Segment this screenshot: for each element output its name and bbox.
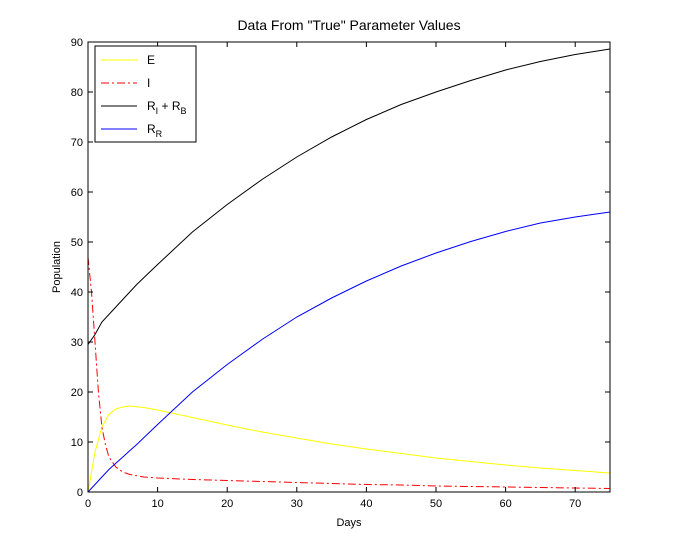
legend-label-main: E bbox=[147, 53, 155, 67]
plot-frame bbox=[87, 41, 611, 493]
y-tick-label: 10 bbox=[71, 437, 83, 449]
y-tick-label: 80 bbox=[71, 87, 83, 99]
y-tick-label: 40 bbox=[71, 287, 83, 299]
x-tick-label: 10 bbox=[151, 498, 163, 510]
y-tick-label: 20 bbox=[71, 387, 83, 399]
legend-label-main: R bbox=[147, 122, 156, 136]
legend-label-main: I bbox=[147, 76, 150, 90]
chart-title: Data From "True" Parameter Values bbox=[237, 17, 460, 33]
legend-label-2: RI + RB bbox=[147, 99, 187, 116]
y-tick-label: 30 bbox=[71, 337, 83, 349]
y-tick-label: 90 bbox=[71, 37, 83, 49]
legend-label-subscript: I bbox=[156, 106, 159, 116]
series-layer bbox=[87, 48, 611, 493]
x-tick-label: 60 bbox=[499, 498, 511, 510]
series-line-0 bbox=[87, 405, 611, 493]
legend-label-subscript: B bbox=[181, 106, 187, 116]
y-tick-label: 60 bbox=[71, 187, 83, 199]
series-line-3 bbox=[87, 211, 611, 493]
x-tick-label: 50 bbox=[430, 498, 442, 510]
x-tick-label: 70 bbox=[569, 498, 581, 510]
x-tick-label: 0 bbox=[85, 498, 91, 510]
y-tick-label: 50 bbox=[71, 237, 83, 249]
y-tick-label: 0 bbox=[77, 487, 83, 499]
series-line-2 bbox=[87, 48, 611, 345]
legend-label-main: R bbox=[147, 99, 156, 113]
legend-label-tail: + R bbox=[158, 99, 181, 113]
legend-label-1: I bbox=[147, 76, 150, 90]
legend-box bbox=[94, 45, 197, 143]
x-tick-label: 40 bbox=[360, 498, 372, 510]
legend-label-0: E bbox=[147, 53, 155, 67]
x-axis: 0 10 20 30 40 50 60 70 bbox=[85, 42, 581, 510]
legend-label-3: RR bbox=[147, 122, 163, 139]
y-tick-label: 70 bbox=[71, 137, 83, 149]
x-axis-label: Days bbox=[336, 517, 362, 529]
series-line-1 bbox=[87, 256, 611, 489]
x-tick-label: 30 bbox=[291, 498, 303, 510]
legend-label-subscript: R bbox=[156, 129, 163, 139]
x-tick-label: 20 bbox=[221, 498, 233, 510]
y-axis: 0 10 20 30 40 50 60 70 80 90 bbox=[71, 37, 610, 499]
y-axis-label: Population bbox=[51, 241, 63, 293]
